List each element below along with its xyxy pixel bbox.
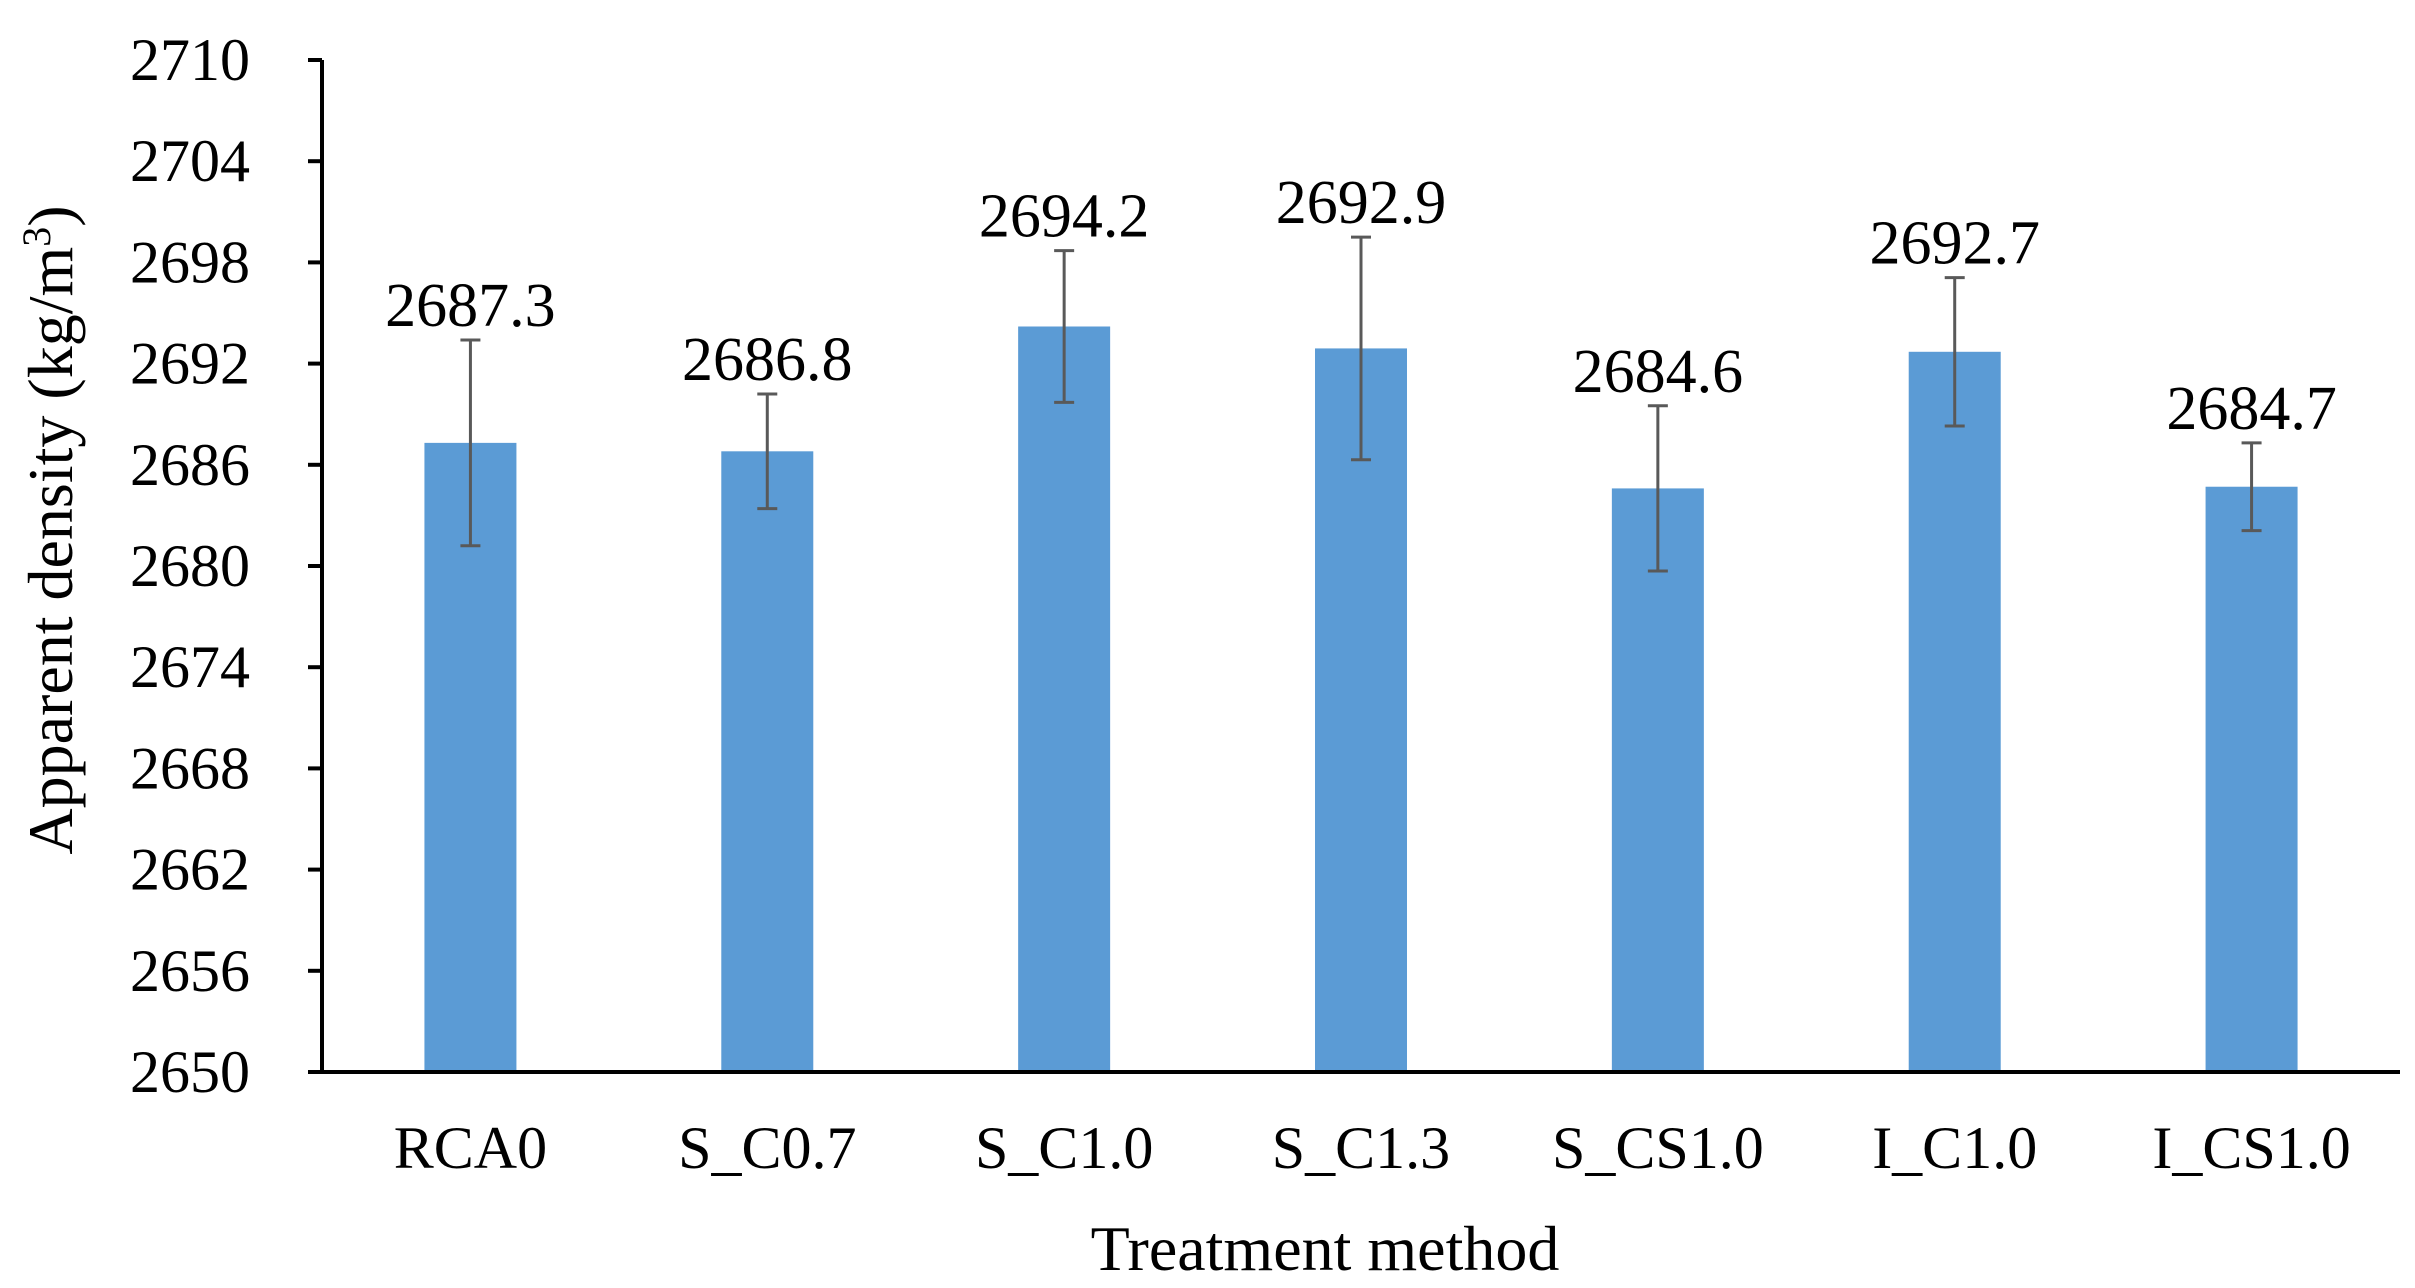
error-bar-I_C1.0 <box>1944 276 1965 428</box>
bar-S_C0.7 <box>721 451 814 1073</box>
x-tick-label: S_C0.7 <box>678 1115 856 1181</box>
error-bar-S_C1.3 <box>1351 235 1371 462</box>
bars-group <box>424 326 2298 1073</box>
data-label-S_C1.3: 2692.9 <box>1276 169 1447 237</box>
y-axis-title-base: Apparent density (kg/m <box>15 247 86 855</box>
data-label-I_CS1.0: 2684.7 <box>2166 375 2337 443</box>
error-bar-RCA0 <box>460 338 481 548</box>
x-ticks-group: RCA0 S_C0.7 S_C1.0 S_C1.3 S_CS1.0 I_C1.0 I_CS1… <box>394 1115 2351 1181</box>
y-tick-label: 2662 <box>130 837 250 903</box>
x-tick-label: I_CS1.0 <box>2152 1115 2350 1181</box>
error-bars-group <box>460 235 2262 573</box>
bar-RCA0 <box>424 442 517 1073</box>
y-axis-title-superscript: 3 <box>14 227 59 247</box>
data-label-S_CS1.0: 2684.6 <box>1573 338 1744 406</box>
y-tick-label: 2668 <box>130 735 250 801</box>
error-bar-S_CS1.0 <box>1647 404 1668 573</box>
y-tick-label: 2704 <box>130 128 250 194</box>
bar-S_C1.0 <box>1018 326 1111 1072</box>
x-tick-label: S_C1.3 <box>1272 1115 1450 1181</box>
error-bar-I_CS1.0 <box>2241 441 2262 533</box>
error-bar-S_C0.7 <box>757 392 778 511</box>
data-label-RCA0: 2687.3 <box>385 272 556 340</box>
y-tick-label: 2680 <box>130 533 250 599</box>
x-tick-label: RCA0 <box>394 1115 547 1181</box>
y-ticks-group: 2650 2656 2662 2668 2674 2680 2686 2692 2698 2704… <box>130 27 322 1105</box>
y-axis-title: Apparent density (kg/m3) <box>14 205 86 854</box>
y-tick-label: 2656 <box>130 938 250 1004</box>
bar-I_C1.0 <box>1908 351 2001 1072</box>
x-tick-label: S_CS1.0 <box>1552 1115 1764 1181</box>
y-tick-label: 2686 <box>130 432 250 498</box>
y-tick-label: 2710 <box>130 27 250 93</box>
data-label-S_C1.0: 2694.2 <box>979 183 1150 251</box>
bar-S_C1.3 <box>1315 348 1407 1072</box>
y-tick-label: 2650 <box>130 1039 250 1105</box>
y-axis-title-close: ) <box>15 205 86 226</box>
bar-I_CS1.0 <box>2205 486 2298 1072</box>
error-bar-S_C1.0 <box>1054 249 1075 404</box>
x-tick-label: I_C1.0 <box>1872 1115 2037 1181</box>
x-axis-title: Treatment method <box>1091 1213 1560 1284</box>
x-tick-label: S_C1.0 <box>975 1115 1153 1181</box>
y-tick-label: 2692 <box>130 331 250 397</box>
data-label-S_C0.7: 2686.8 <box>682 326 853 394</box>
data-labels-group: 2687.3 2686.8 2694.2 2692.9 2684.6 2692.7 2684… <box>385 169 2337 443</box>
y-tick-label: 2698 <box>130 229 250 295</box>
y-tick-label: 2674 <box>130 634 250 700</box>
bar-S_CS1.0 <box>1611 488 1704 1072</box>
data-label-I_C1.0: 2692.7 <box>1869 210 2040 278</box>
